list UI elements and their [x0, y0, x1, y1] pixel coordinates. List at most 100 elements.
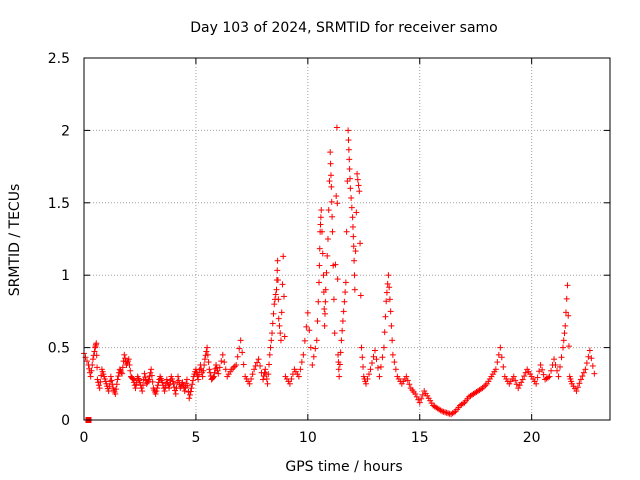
- data-point: [213, 361, 220, 368]
- data-point: [560, 337, 567, 344]
- data-point: [136, 379, 143, 386]
- data-point: [324, 252, 331, 259]
- data-point: [142, 374, 149, 381]
- data-point: [160, 385, 167, 392]
- data-point: [328, 198, 335, 205]
- data-point: [148, 372, 155, 379]
- data-point: [205, 359, 212, 366]
- data-point: [126, 361, 133, 368]
- data-point: [272, 291, 279, 298]
- data-point: [114, 376, 121, 383]
- data-point: [313, 337, 320, 344]
- data-point: [94, 364, 101, 371]
- data-point: [275, 315, 282, 322]
- data-point: [105, 388, 112, 395]
- data-point: [119, 364, 126, 371]
- data-point: [359, 354, 366, 361]
- data-point: [249, 371, 256, 378]
- data-point: [330, 296, 337, 303]
- data-point: [383, 298, 390, 305]
- x-tick-label: 20: [523, 430, 541, 446]
- data-point: [152, 390, 159, 397]
- data-point: [204, 344, 211, 351]
- data-point: [586, 347, 593, 354]
- data-point: [345, 146, 352, 153]
- data-point: [380, 344, 387, 351]
- data-point: [189, 377, 196, 384]
- data-point: [269, 330, 276, 337]
- data-point: [279, 281, 286, 288]
- data-point: [274, 267, 281, 274]
- data-point: [384, 280, 391, 287]
- data-point: [264, 380, 271, 387]
- data-point: [96, 385, 103, 392]
- data-point: [366, 371, 373, 378]
- data-point: [329, 228, 336, 235]
- data-point: [257, 362, 264, 369]
- data-point: [234, 353, 241, 360]
- data-point: [582, 366, 589, 373]
- data-point: [451, 409, 458, 416]
- data-point: [186, 391, 193, 398]
- data-point: [479, 385, 486, 392]
- data-point: [117, 367, 124, 374]
- data-point: [161, 388, 168, 395]
- data-point: [516, 382, 523, 389]
- data-point: [278, 309, 285, 316]
- data-point: [194, 373, 201, 380]
- data-point: [555, 373, 562, 380]
- plot-frame: [83, 57, 611, 421]
- data-point: [342, 279, 349, 286]
- data-point: [147, 369, 154, 376]
- data-point: [500, 363, 507, 370]
- data-point: [254, 359, 261, 366]
- data-point: [295, 373, 302, 380]
- data-point: [179, 379, 186, 386]
- data-point: [312, 345, 319, 352]
- grid: [84, 58, 610, 420]
- data-point: [358, 344, 365, 351]
- data-point: [266, 351, 273, 358]
- data-point: [122, 355, 129, 362]
- x-axis-label: GPS time / hours: [285, 459, 402, 475]
- data-point: [551, 356, 558, 363]
- data-point: [145, 377, 152, 384]
- data-point: [206, 366, 213, 373]
- data-point: [391, 359, 398, 366]
- data-point: [346, 166, 353, 173]
- data-point: [237, 337, 244, 344]
- data-point: [494, 359, 501, 366]
- data-point: [265, 371, 272, 378]
- data-point: [349, 214, 356, 221]
- data-point: [280, 253, 287, 260]
- data-point: [263, 375, 270, 382]
- data-point: [357, 240, 364, 247]
- data-point: [334, 276, 341, 283]
- data-point: [107, 373, 114, 380]
- data-point: [144, 379, 151, 386]
- data-point: [577, 376, 584, 383]
- data-point: [316, 245, 323, 252]
- data-point: [215, 370, 222, 377]
- data-point: [172, 390, 179, 397]
- data-point: [521, 373, 528, 380]
- data-point: [277, 337, 284, 344]
- data-point: [580, 369, 587, 376]
- data-point: [321, 310, 328, 317]
- data-point: [513, 381, 520, 388]
- data-point: [175, 373, 182, 380]
- data-point: [248, 375, 255, 382]
- data-point: [286, 380, 293, 387]
- data-point: [266, 361, 273, 368]
- x-tick-label: 10: [299, 430, 317, 446]
- data-point: [354, 170, 361, 177]
- data-point: [301, 337, 308, 344]
- data-point: [534, 374, 541, 381]
- data-point: [83, 358, 90, 365]
- data-point: [280, 293, 287, 300]
- data-point: [388, 322, 395, 329]
- data-point: [559, 344, 566, 351]
- data-point: [347, 185, 354, 192]
- data-point: [392, 366, 399, 373]
